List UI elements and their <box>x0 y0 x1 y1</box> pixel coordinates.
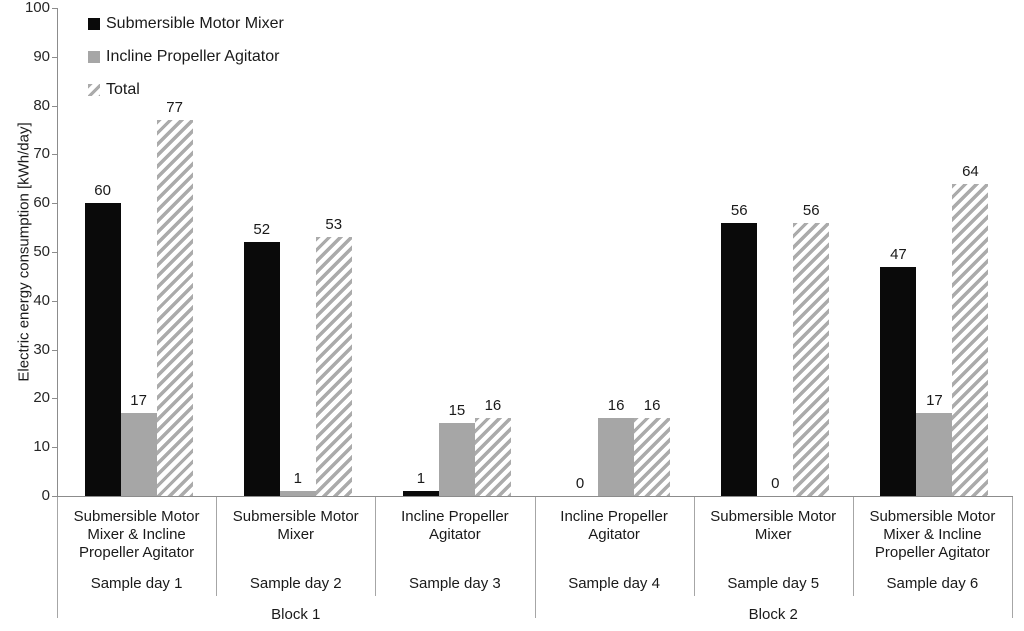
category-sample-day-label: Sample day 2 <box>249 575 342 592</box>
legend-swatch-total <box>88 84 100 96</box>
bar-value-label: 16 <box>643 397 661 414</box>
y-tick-mark <box>52 447 57 449</box>
bar-submersible-motor-mixer <box>243 242 280 496</box>
bar-value-label: 47 <box>890 246 907 263</box>
bar-value-label: 15 <box>448 402 466 419</box>
bar-submersible-motor-mixer <box>84 203 121 496</box>
bar-value-label: 60 <box>94 182 111 199</box>
bar-value-label: 1 <box>293 470 302 487</box>
block-separator <box>535 497 536 618</box>
bar-total <box>156 120 193 496</box>
bar-value-label: 52 <box>253 221 271 238</box>
bar-total <box>793 223 830 496</box>
y-tick-label: 90 <box>33 47 50 65</box>
y-tick-mark <box>52 300 57 302</box>
y-tick-label: 50 <box>33 243 50 260</box>
bar-incline-propeller-agitator <box>438 423 475 496</box>
y-tick-label: 0 <box>41 487 50 504</box>
bar-incline-propeller-agitator <box>279 491 316 496</box>
bar-incline-propeller-agitator <box>598 418 635 496</box>
bar-total <box>634 418 671 496</box>
bar-total <box>474 418 511 496</box>
category-separator <box>216 497 217 596</box>
bar-total <box>315 237 352 496</box>
category-separator <box>853 497 854 596</box>
y-tick-mark <box>52 154 57 156</box>
bar-value-label: 77 <box>166 99 183 116</box>
y-tick-label: 40 <box>33 291 50 309</box>
category-equipment-label: Submersible Motor Mixer <box>232 508 359 543</box>
legend-label: Submersible Motor Mixer <box>106 15 284 32</box>
category-equipment-label: Incline Propeller Agitator <box>560 508 668 543</box>
y-tick-mark <box>52 56 57 58</box>
bar-incline-propeller-agitator <box>916 413 953 496</box>
y-tick-label: 20 <box>33 389 50 407</box>
bar-value-label: 17 <box>926 392 943 409</box>
category-sample-day-label: Sample day 3 <box>409 575 501 592</box>
legend-label: Total <box>106 81 140 98</box>
bar-value-label: 16 <box>607 397 625 414</box>
bar-value-label: 56 <box>802 202 820 219</box>
y-tick-label: 100 <box>24 0 50 16</box>
category-sample-day-label: Sample day 1 <box>90 575 183 592</box>
category-equipment-label: Submersible Motor Mixer & Incline Propel… <box>73 508 200 561</box>
legend-item-incline-propeller-agitator: Incline Propeller Agitator <box>88 47 279 67</box>
y-tick-label: 60 <box>33 194 50 212</box>
legend-swatch-incline-propeller-agitator <box>88 51 100 63</box>
y-tick-label: 30 <box>33 340 50 358</box>
legend-swatch-submersible-motor-mixer <box>88 18 100 30</box>
y-tick-label: 80 <box>33 96 50 114</box>
y-tick-mark <box>52 8 57 9</box>
category-sample-day-label: Sample day 6 <box>886 575 979 592</box>
category-separator <box>694 497 695 596</box>
bar-value-label: 17 <box>130 392 147 409</box>
block-label: Block 1 <box>271 606 321 623</box>
block-separator <box>1012 497 1013 618</box>
bar-total <box>952 184 989 496</box>
category-equipment-label: Submersible Motor Mixer & Incline Propel… <box>869 508 996 561</box>
block-separator <box>57 497 58 618</box>
legend-item-submersible-motor-mixer: Submersible Motor Mixer <box>88 14 284 34</box>
bar-submersible-motor-mixer <box>880 267 917 496</box>
bar-value-label: 64 <box>962 163 979 180</box>
bar-value-label: 1 <box>416 470 426 487</box>
y-tick-mark <box>52 252 57 253</box>
bar-value-label: 0 <box>575 475 585 492</box>
y-tick-label: 10 <box>33 438 50 456</box>
category-sample-day-label: Sample day 4 <box>568 575 660 592</box>
category-separator <box>375 497 376 596</box>
bar-incline-propeller-agitator <box>120 413 157 496</box>
y-tick-mark <box>52 105 57 107</box>
legend-item-total: Total <box>88 80 140 100</box>
block-label: Block 2 <box>748 606 798 623</box>
category-equipment-label: Incline Propeller Agitator <box>401 508 509 543</box>
y-tick-mark <box>52 398 57 400</box>
bar-submersible-motor-mixer <box>402 491 439 496</box>
y-axis-line <box>57 8 58 497</box>
legend-label: Incline Propeller Agitator <box>106 48 280 65</box>
bar-value-label: 53 <box>325 216 343 233</box>
x-axis-line <box>52 496 1013 497</box>
category-equipment-label: Submersible Motor Mixer <box>710 508 837 543</box>
bar-value-label: 56 <box>730 202 748 219</box>
y-tick-mark <box>52 349 57 351</box>
bar-value-label: 0 <box>771 475 780 492</box>
bar-submersible-motor-mixer <box>721 223 758 496</box>
y-tick-label: 70 <box>33 145 50 163</box>
y-tick-mark <box>52 203 57 205</box>
bar-value-label: 16 <box>484 397 502 414</box>
category-sample-day-label: Sample day 5 <box>727 575 820 592</box>
